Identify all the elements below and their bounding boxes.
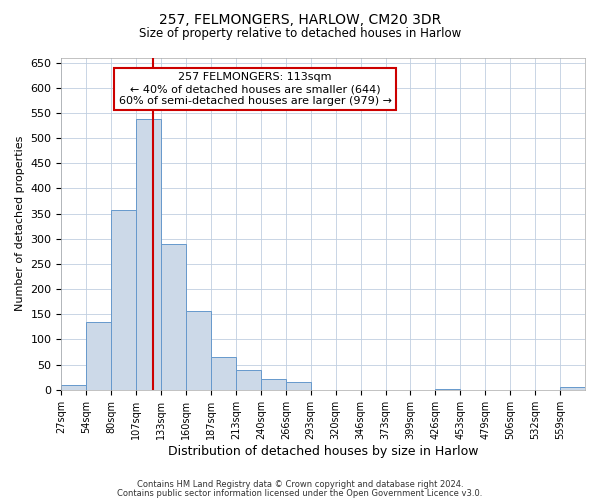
Bar	[211, 357, 236, 390]
Bar	[136, 120, 161, 390]
X-axis label: Distribution of detached houses by size in Harlow: Distribution of detached houses by size …	[168, 444, 478, 458]
Bar	[560, 388, 585, 390]
Bar	[236, 370, 261, 390]
Text: Contains HM Land Registry data © Crown copyright and database right 2024.: Contains HM Land Registry data © Crown c…	[137, 480, 463, 489]
Bar	[86, 322, 111, 390]
Bar	[61, 385, 86, 390]
Bar	[286, 382, 311, 390]
Bar	[186, 311, 211, 390]
Bar	[161, 244, 186, 390]
Bar	[111, 210, 136, 390]
Y-axis label: Number of detached properties: Number of detached properties	[15, 136, 25, 312]
Text: Contains public sector information licensed under the Open Government Licence v3: Contains public sector information licen…	[118, 488, 482, 498]
Text: 257, FELMONGERS, HARLOW, CM20 3DR: 257, FELMONGERS, HARLOW, CM20 3DR	[159, 12, 441, 26]
Text: 257 FELMONGERS: 113sqm
← 40% of detached houses are smaller (644)
60% of semi-de: 257 FELMONGERS: 113sqm ← 40% of detached…	[119, 72, 392, 106]
Text: Size of property relative to detached houses in Harlow: Size of property relative to detached ho…	[139, 28, 461, 40]
Bar	[261, 379, 286, 390]
Bar	[436, 389, 460, 390]
